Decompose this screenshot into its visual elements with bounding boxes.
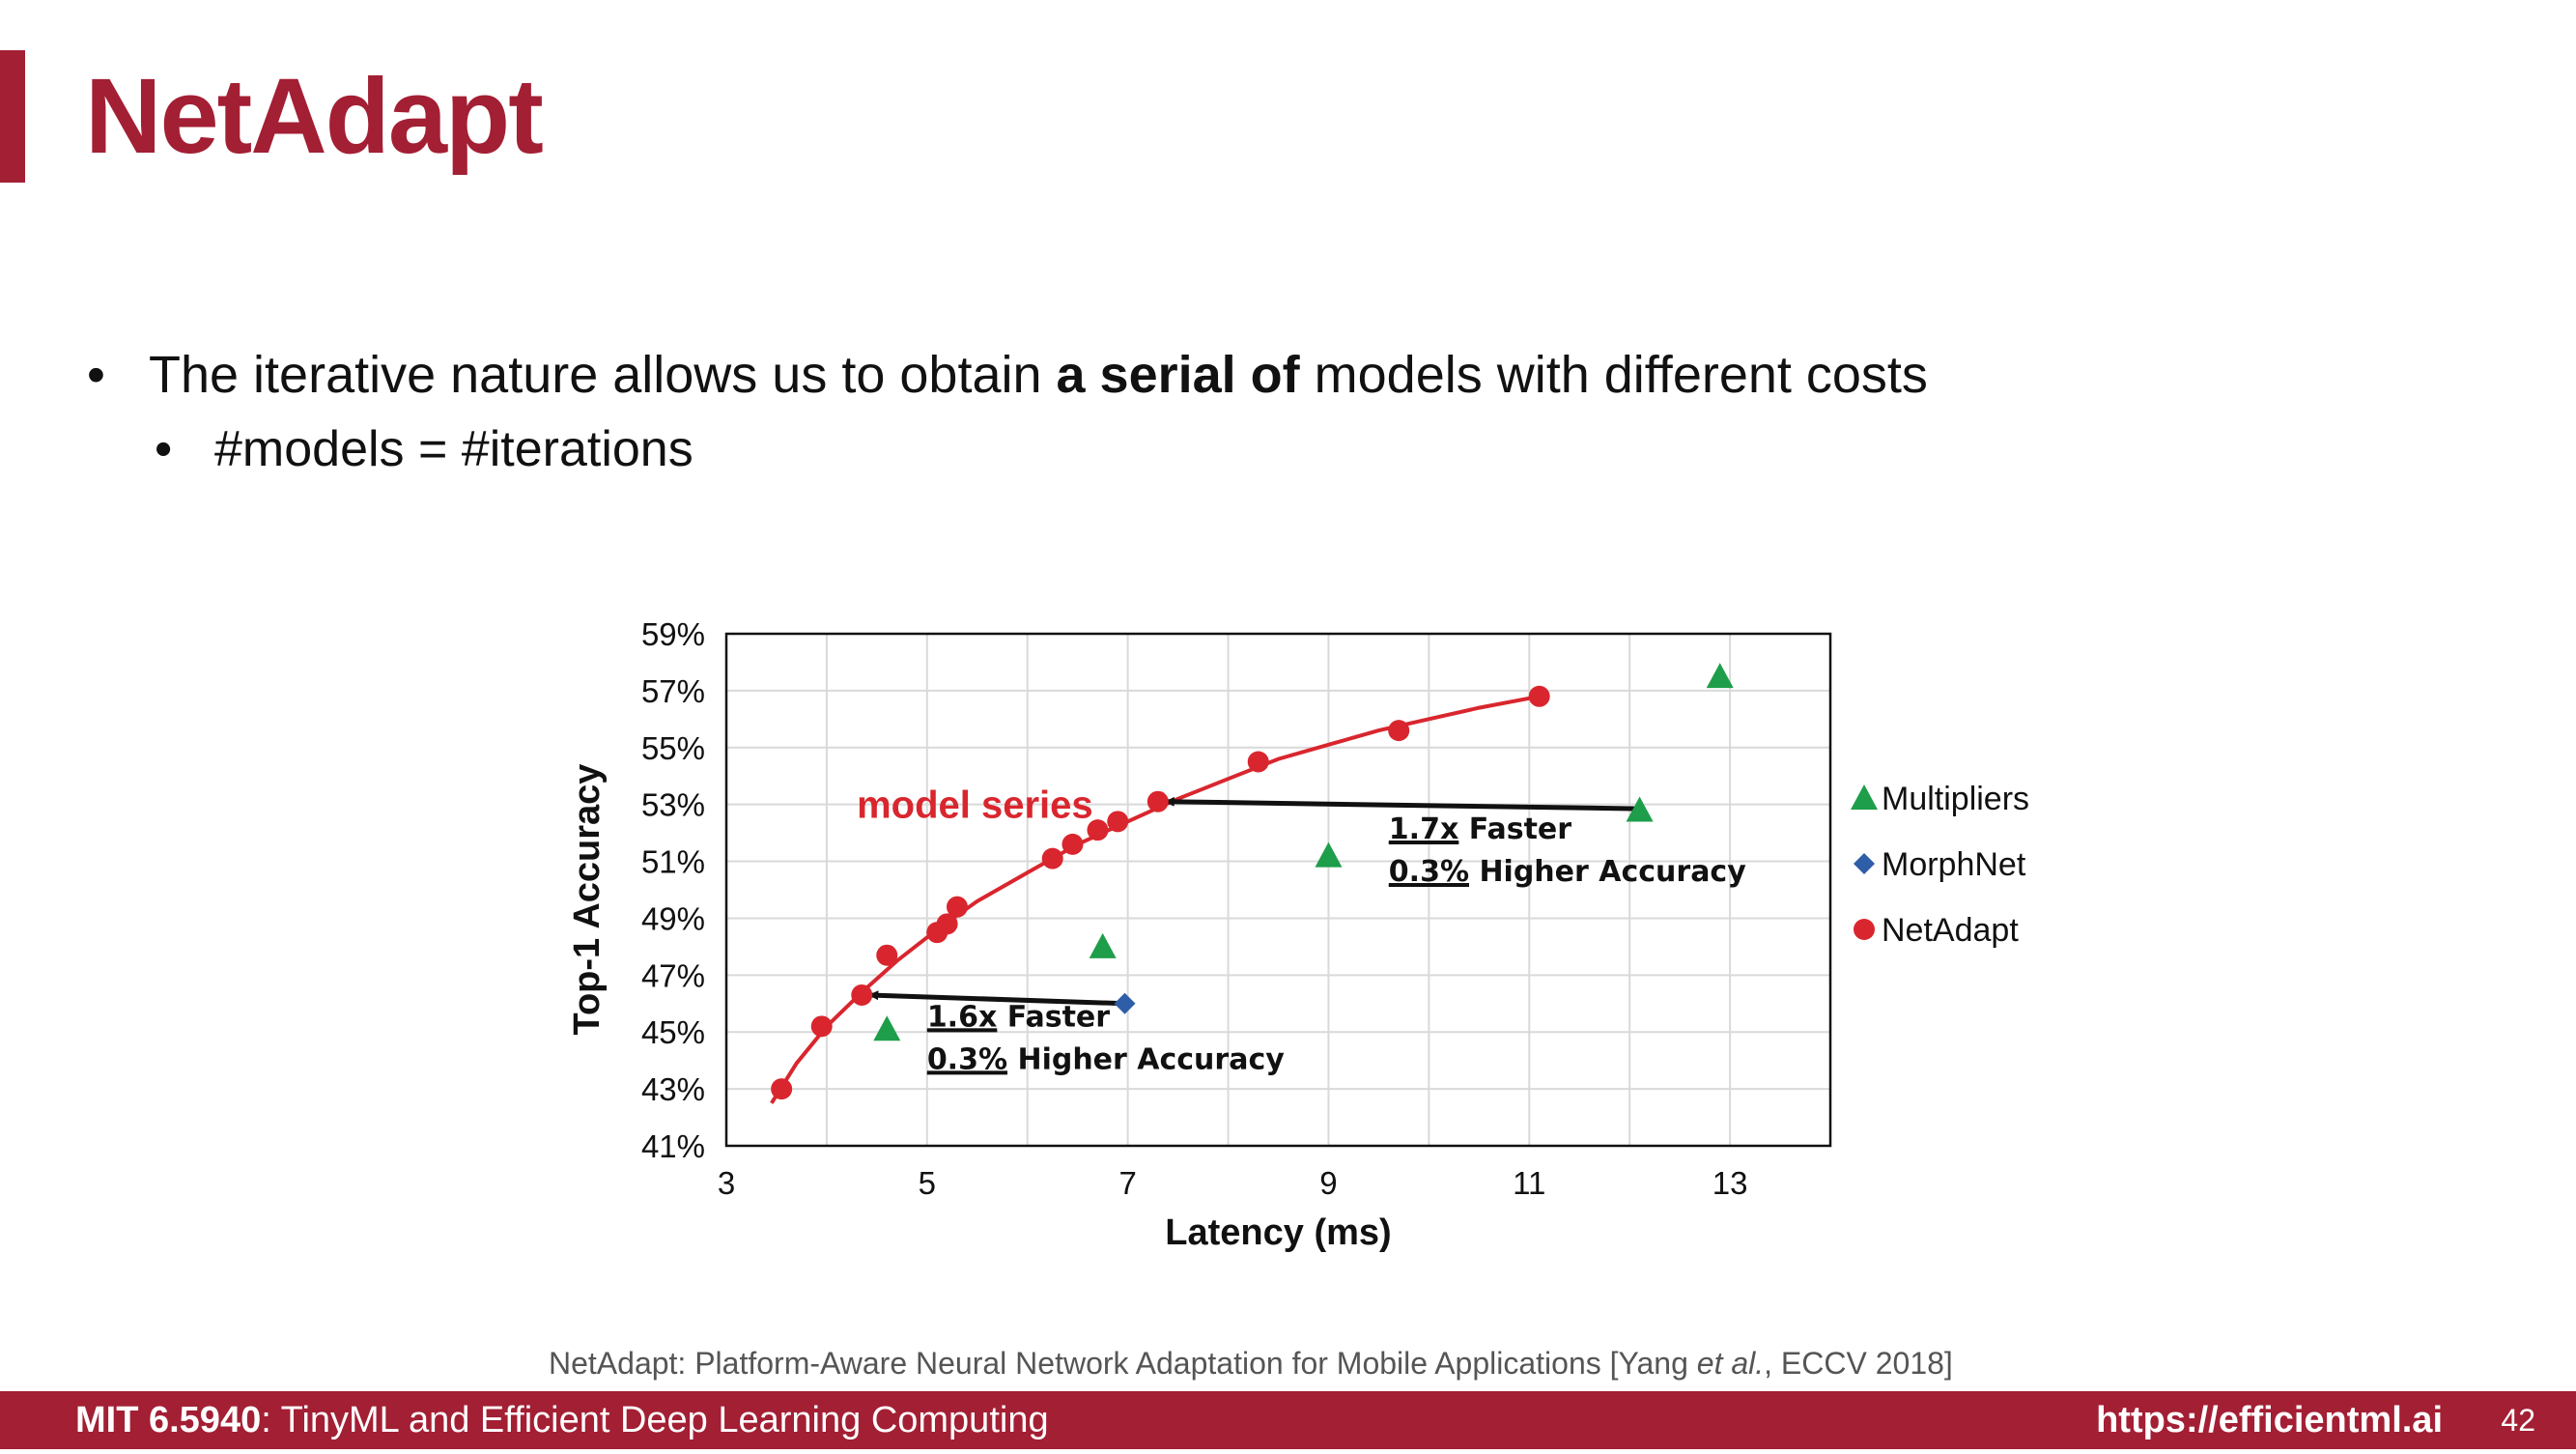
data-point-multipliers xyxy=(1706,663,1734,689)
legend-label: MorphNet xyxy=(1882,846,2026,883)
annotation-arrow xyxy=(868,990,1125,1007)
y-tick-label: 53% xyxy=(641,787,705,823)
data-point-netadapt xyxy=(946,896,968,918)
plot-frame xyxy=(724,632,1832,1148)
x-tick-label: 13 xyxy=(1713,1165,1748,1201)
annotation-accuracy-text: Higher Accuracy xyxy=(1007,1042,1285,1076)
y-axis-label: Top-1 Accuracy xyxy=(567,764,608,1036)
legend-label: NetAdapt xyxy=(1882,912,2019,949)
bullet-text-1: The iterative nature allows us to obtain… xyxy=(149,340,1928,410)
annotation-speedup: 1.7x Faster xyxy=(1389,813,1571,846)
data-point-multipliers xyxy=(1626,796,1654,822)
annotation-accuracy: 0.3% Higher Accuracy xyxy=(1389,855,1746,889)
bullet-text-1-post: models with different costs xyxy=(1299,346,1928,404)
x-tick-label: 11 xyxy=(1513,1165,1545,1201)
legend-marker-netadapt xyxy=(1854,919,1875,940)
data-point-netadapt xyxy=(876,944,898,966)
data-point-netadapt xyxy=(936,913,958,935)
citation-post: , ECCV 2018] xyxy=(1764,1346,1953,1381)
annotation-speedup-text: Faster xyxy=(997,1000,1110,1034)
annotation-speedup-value: 1.7x xyxy=(1389,813,1459,846)
y-tick-label: 59% xyxy=(641,616,705,652)
data-point-netadapt xyxy=(1146,790,1169,813)
data-point-netadapt xyxy=(1087,819,1109,841)
data-point-netadapt xyxy=(1041,847,1063,870)
y-tick-label: 47% xyxy=(641,957,705,993)
title-accent-bar xyxy=(0,50,25,183)
data-point-morphnet xyxy=(1114,992,1136,1014)
annotation-speedup-text: Faster xyxy=(1458,813,1571,846)
data-point-netadapt xyxy=(851,984,873,1006)
annotation-arrow xyxy=(1164,796,1640,812)
annotation-accuracy-text: Higher Accuracy xyxy=(1469,855,1746,889)
annotation-accuracy-value: 0.3% xyxy=(1389,855,1469,889)
citation-italic: et al. xyxy=(1696,1346,1765,1381)
x-tick-label: 7 xyxy=(1118,1165,1136,1201)
annotation-speedup: 1.6x Faster xyxy=(927,1000,1110,1034)
data-point-netadapt xyxy=(1062,833,1084,855)
bullet-text-2: #models = #iterations xyxy=(214,421,694,477)
annotation-speedup-value: 1.6x xyxy=(927,1000,997,1034)
page-number: 42 xyxy=(2501,1403,2535,1438)
y-tick-label: 51% xyxy=(641,844,705,880)
data-point-multipliers xyxy=(1089,932,1117,958)
bullet-text-1-pre: The iterative nature allows us to obtain xyxy=(149,346,1057,404)
x-tick-label: 3 xyxy=(718,1165,735,1201)
citation-pre: NetAdapt: Platform-Aware Neural Network … xyxy=(549,1346,1697,1381)
data-point-netadapt xyxy=(1388,720,1410,742)
x-tick-label: 5 xyxy=(919,1165,936,1201)
footer-course-code: MIT 6.5940 xyxy=(75,1400,262,1440)
legend-marker-multipliers xyxy=(1851,784,1878,810)
footer-course-name: : TinyML and Efficient Deep Learning Com… xyxy=(261,1400,1049,1440)
citation: NetAdapt: Platform-Aware Neural Network … xyxy=(549,1346,1953,1382)
y-tick-label: 43% xyxy=(641,1071,705,1107)
x-tick-label: 9 xyxy=(1319,1165,1337,1201)
footer-course: MIT 6.5940: TinyML and Efficient Deep Le… xyxy=(75,1391,1049,1449)
y-tick-label: 57% xyxy=(641,673,705,709)
legend-marker-morphnet xyxy=(1854,853,1875,874)
sub-bullet-icon: • xyxy=(155,421,173,477)
data-point-netadapt xyxy=(771,1078,793,1100)
y-tick-label: 55% xyxy=(641,730,705,766)
data-point-netadapt xyxy=(810,1015,833,1038)
bullet-text-1-bold: a serial of xyxy=(1056,346,1300,404)
y-tick-label: 49% xyxy=(641,900,705,936)
model-series-label: model series xyxy=(857,784,1093,827)
bullet-icon: • xyxy=(87,346,105,404)
x-axis-label: Latency (ms) xyxy=(1165,1212,1391,1253)
y-tick-label: 45% xyxy=(641,1014,705,1050)
annotation-accuracy: 0.3% Higher Accuracy xyxy=(927,1042,1285,1076)
annotation-accuracy-value: 0.3% xyxy=(927,1042,1007,1076)
footer-bar: MIT 6.5940: TinyML and Efficient Deep Le… xyxy=(0,1391,2576,1449)
footer-url[interactable]: https://efficientml.ai xyxy=(2096,1400,2443,1440)
legend-label: Multipliers xyxy=(1882,781,2029,817)
data-point-netadapt xyxy=(1247,751,1269,773)
data-point-netadapt xyxy=(1528,685,1550,707)
data-point-multipliers xyxy=(873,1015,901,1041)
page-title: NetAdapt xyxy=(85,57,544,176)
data-point-multipliers xyxy=(1315,841,1343,868)
data-point-netadapt xyxy=(1107,811,1129,833)
y-tick-label: 41% xyxy=(641,1128,705,1164)
